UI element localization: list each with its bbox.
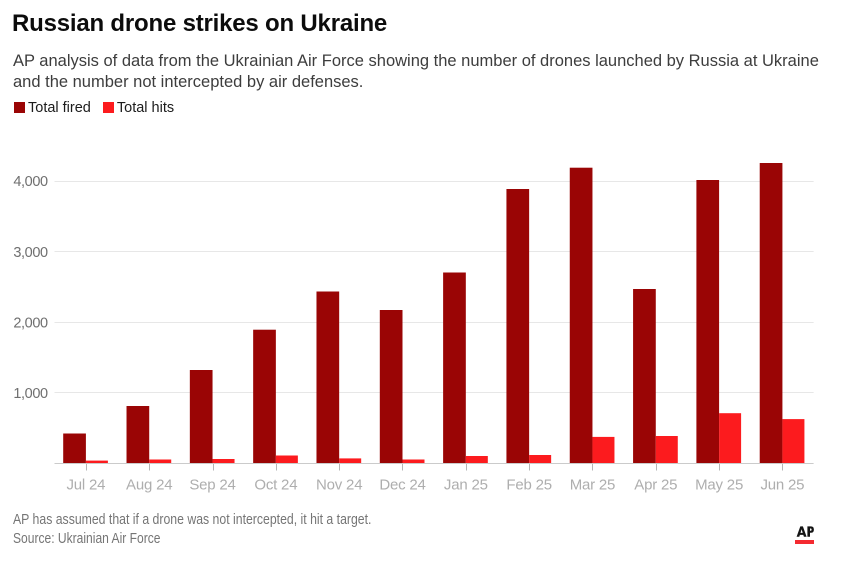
svg-text:Jan 25: Jan 25 [444,476,488,493]
svg-text:Dec 24: Dec 24 [379,476,425,493]
svg-text:Nov 24: Nov 24 [316,476,362,493]
svg-text:Jul 24: Jul 24 [66,476,105,493]
svg-text:1,000: 1,000 [13,386,48,402]
svg-text:Sep 24: Sep 24 [189,476,235,493]
svg-text:4,000: 4,000 [13,174,48,190]
svg-text:2,000: 2,000 [13,315,48,331]
svg-text:Mar 25: Mar 25 [570,476,616,493]
svg-text:Jun 25: Jun 25 [760,476,804,493]
svg-text:Aug 24: Aug 24 [126,476,172,493]
svg-text:Apr 25: Apr 25 [634,476,677,493]
svg-text:Feb 25: Feb 25 [506,476,552,493]
svg-text:Oct 24: Oct 24 [254,476,297,493]
svg-text:May 25: May 25 [695,476,743,493]
svg-text:3,000: 3,000 [13,245,48,261]
